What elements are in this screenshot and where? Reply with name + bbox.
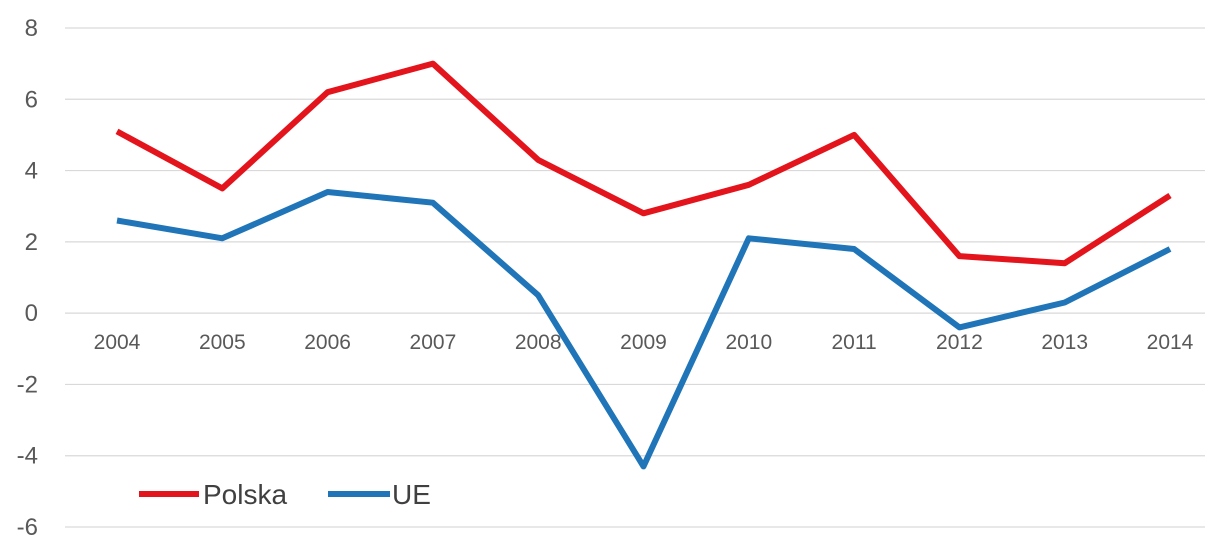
y-tick-label: 2 xyxy=(25,229,38,256)
legend-label: Polska xyxy=(203,479,287,510)
series-line-ue xyxy=(116,189,1172,470)
x-tick-label: 2014 xyxy=(1147,331,1194,354)
gridlines xyxy=(65,27,1205,528)
y-tick-label: 8 xyxy=(25,15,38,42)
y-tick-label: 4 xyxy=(25,158,38,185)
y-axis-ticks: 8 6 4 2 0 -2 -4 -6 xyxy=(17,15,38,539)
x-axis-ticks: 2004 2005 2006 2007 2008 2009 2010 2011 2012 2013… xyxy=(94,331,1194,354)
y-tick-label: 0 xyxy=(25,300,38,327)
x-tick-label: 2013 xyxy=(1041,331,1088,354)
legend: Polska UE xyxy=(139,479,431,510)
series-lines xyxy=(115,60,1172,470)
legend-label: UE xyxy=(392,479,431,510)
x-tick-label: 2007 xyxy=(410,331,457,354)
x-tick-label: 2008 xyxy=(515,331,562,354)
x-tick-label: 2012 xyxy=(936,331,983,354)
legend-item-ue: UE xyxy=(328,479,431,510)
x-tick-label: 2011 xyxy=(832,331,877,354)
x-tick-label: 2006 xyxy=(304,331,351,354)
y-tick-label: 6 xyxy=(25,86,38,113)
series-line-polska xyxy=(115,60,1172,267)
x-tick-label: 2010 xyxy=(725,331,772,354)
y-tick-label: -4 xyxy=(17,443,38,470)
x-tick-label: 2009 xyxy=(620,331,667,354)
x-tick-label: 2005 xyxy=(199,331,246,354)
y-tick-label: -6 xyxy=(17,514,38,539)
x-tick-label: 2004 xyxy=(94,331,141,354)
y-tick-label: -2 xyxy=(17,371,38,398)
legend-item-polska: Polska xyxy=(139,479,287,510)
